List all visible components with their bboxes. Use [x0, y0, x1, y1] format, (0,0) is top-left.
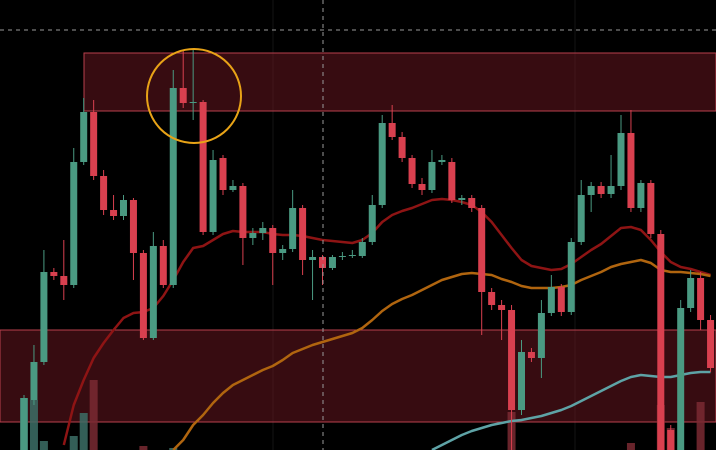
candle-body	[279, 249, 287, 253]
candle-body	[239, 186, 247, 238]
volume-bar	[29, 400, 38, 450]
candle-body	[448, 162, 456, 200]
candle-body	[159, 246, 167, 285]
candle-body	[50, 272, 58, 276]
candle-body	[547, 287, 555, 313]
candle-body	[627, 133, 635, 208]
volume-bar	[79, 413, 88, 450]
candle-body	[587, 186, 595, 195]
candle-body	[90, 112, 98, 176]
candle-body	[468, 198, 476, 208]
volume-bar	[626, 443, 635, 450]
candles	[20, 50, 715, 450]
candle-body	[418, 184, 426, 190]
candle-body	[458, 198, 466, 200]
candle-body	[428, 162, 436, 190]
candle-body	[219, 158, 227, 190]
candle-body	[498, 305, 506, 310]
candle-body	[259, 228, 267, 233]
candle-body	[60, 276, 68, 285]
candle-body	[527, 352, 535, 358]
candle-body	[80, 112, 88, 162]
candle-body	[518, 352, 525, 410]
candle-body	[438, 160, 446, 162]
candle-body	[488, 292, 496, 305]
volume-bar	[39, 441, 48, 450]
candle-body	[557, 287, 565, 312]
candle-body	[408, 158, 416, 184]
candle-body	[179, 88, 187, 103]
candle-body	[657, 234, 665, 450]
volume-bar	[89, 380, 98, 450]
candle-body	[378, 123, 386, 205]
candle-body	[707, 320, 715, 368]
volume-bar	[139, 446, 148, 450]
candle-body	[597, 186, 605, 194]
candle-body	[508, 310, 516, 410]
candle-body	[189, 102, 197, 103]
candle-body	[368, 205, 376, 242]
candle-body	[129, 200, 137, 253]
highlight-circle	[146, 48, 242, 144]
candle-body	[100, 176, 108, 210]
candle-body	[537, 313, 545, 358]
candle-body	[328, 257, 336, 268]
candle-body	[637, 183, 645, 208]
candle-body	[677, 308, 685, 450]
candle-body	[149, 246, 157, 338]
candle-body	[319, 257, 326, 268]
candle-body	[40, 272, 48, 362]
candle-body	[269, 228, 277, 253]
candle-body	[249, 233, 257, 238]
candle-body	[478, 208, 486, 292]
candle-body	[567, 242, 575, 312]
candle-body	[289, 208, 297, 249]
candle-body	[358, 242, 366, 256]
candle-body	[169, 88, 177, 285]
candle-body	[338, 256, 346, 257]
candle-body	[697, 278, 705, 320]
candle-body	[139, 253, 147, 338]
candle-body	[388, 123, 396, 137]
volume-bar	[69, 436, 78, 450]
candle-body	[209, 160, 217, 232]
zone	[83, 52, 716, 112]
candle-body	[30, 362, 38, 400]
candle-body	[348, 255, 356, 256]
candle-body	[299, 208, 307, 260]
volume-bar	[696, 402, 705, 450]
candle-body	[309, 257, 317, 260]
candle-body	[229, 186, 237, 190]
candle-body	[20, 398, 28, 450]
candle-body	[647, 183, 655, 234]
candle-body	[577, 195, 585, 242]
candle-body	[120, 200, 127, 216]
candle-body	[687, 278, 695, 308]
candle-body	[667, 430, 675, 450]
candle-body	[110, 210, 118, 216]
candle-body	[398, 137, 406, 158]
zone	[0, 329, 716, 423]
zones	[0, 52, 716, 423]
candle-body	[617, 133, 625, 186]
candle-body	[199, 102, 207, 232]
moving-average	[172, 258, 711, 450]
candle-body	[70, 162, 78, 285]
candle-body	[607, 186, 615, 194]
